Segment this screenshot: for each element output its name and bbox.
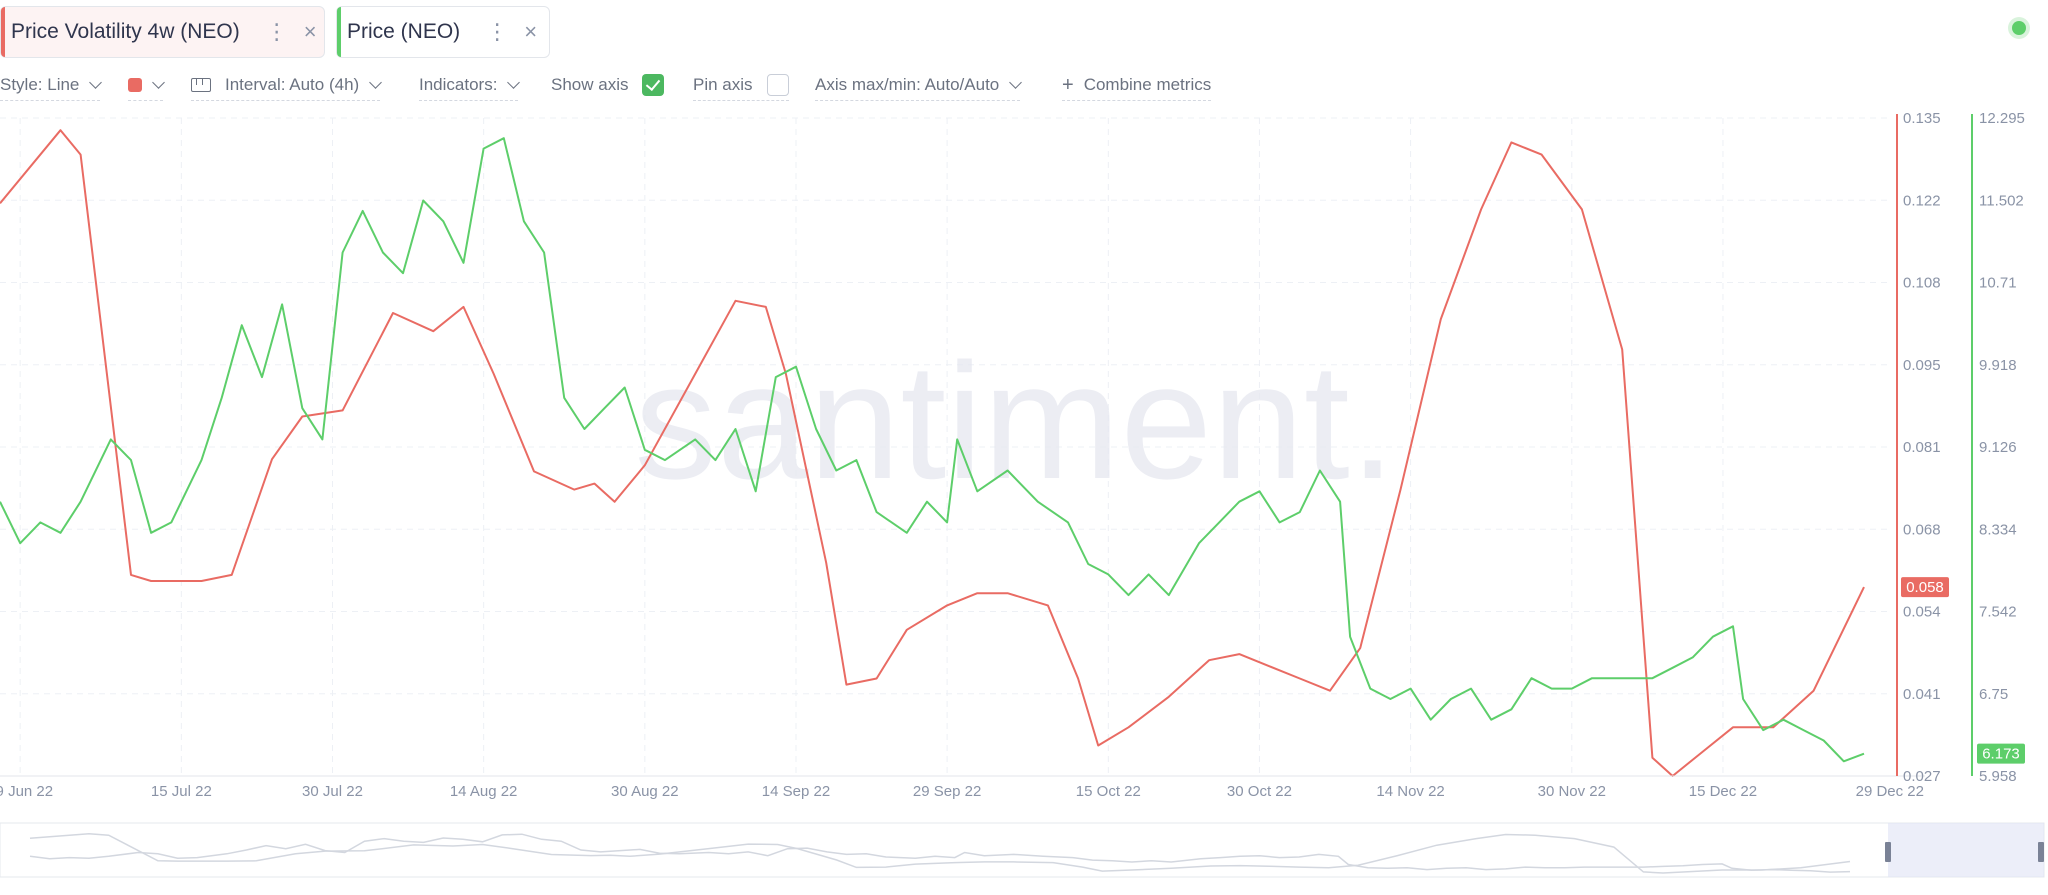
navigator-frame — [0, 822, 2045, 878]
show-axis-label: Show axis — [551, 75, 629, 94]
x-tick-label: 15 Jul 22 — [151, 783, 212, 800]
x-tick-label: 15 Dec 22 — [1689, 783, 1757, 800]
volatility-tick-label: 0.122 — [1903, 192, 1941, 209]
badge-value: 6.173 — [1982, 746, 2020, 763]
x-tick-label: 14 Nov 22 — [1376, 783, 1444, 800]
pin-axis-toggle[interactable]: Pin axis — [693, 70, 789, 101]
x-tick-label: 30 Nov 22 — [1538, 783, 1606, 800]
volatility-series-line — [0, 129, 1865, 777]
color-dropdown[interactable] — [128, 70, 165, 101]
price-tick-label: 9.918 — [1979, 357, 2017, 374]
indicators-label: Indicators: — [419, 75, 498, 94]
volatility-tick-label: 0.108 — [1903, 275, 1941, 292]
style-label: Style: Line — [0, 75, 80, 94]
indicators-dropdown[interactable]: Indicators: — [419, 70, 521, 101]
tab-label: Price Volatility 4w (NEO) — [11, 20, 240, 43]
show-axis-toggle[interactable]: Show axis — [551, 70, 665, 100]
status-indicator — [2012, 21, 2026, 35]
volatility-last-value-badge: 0.058 — [1901, 577, 1949, 598]
volatility-tick-label: 0.081 — [1903, 439, 1941, 456]
navigator-price-line — [29, 833, 1851, 873]
x-tick-label: 14 Sep 22 — [762, 783, 830, 800]
combine-metrics-button[interactable]: + Combine metrics — [1062, 70, 1212, 101]
x-tick-label: 30 Aug 22 — [611, 783, 679, 800]
x-tick-label: 30 Jul 22 — [302, 783, 363, 800]
badge-value: 0.058 — [1906, 579, 1944, 596]
x-tick-label: 30 Oct 22 — [1227, 783, 1292, 800]
volatility-tick-label: 0.068 — [1903, 521, 1941, 538]
x-tick-label: 15 Oct 22 — [1076, 783, 1141, 800]
navigator-right-handle[interactable] — [2038, 842, 2044, 862]
range-navigator[interactable] — [0, 822, 2045, 878]
price-tick-label: 6.75 — [1979, 686, 2008, 703]
tab-color-bar — [337, 7, 341, 57]
price-tick-label: 8.334 — [1979, 521, 2017, 538]
pin-axis-label: Pin axis — [693, 75, 753, 94]
price-tick-label: 12.295 — [1979, 110, 2025, 127]
navigator-left-handle[interactable] — [1885, 842, 1891, 862]
price-tick-label: 10.71 — [1979, 275, 2017, 292]
x-tick-label: 14 Aug 22 — [450, 783, 518, 800]
color-swatch — [128, 78, 142, 92]
navigator-volatility-line — [29, 832, 1851, 874]
ruler-icon — [191, 78, 211, 92]
axes: 29 Jun 22 15 Jul 22 30 Jul 22 14 Aug 22 30 A… — [0, 110, 2025, 800]
volatility-tick-label: 0.027 — [1903, 768, 1941, 785]
watermark: santiment. — [634, 329, 1395, 513]
badge-background — [1977, 743, 2025, 764]
interval-dropdown[interactable]: Interval: Auto (4h) — [191, 70, 383, 101]
x-tick-label: 29 Sep 22 — [913, 783, 981, 800]
price-last-value-badge: 6.173 — [1977, 743, 2025, 764]
tab-color-bar — [1, 7, 5, 57]
price-tick-label: 11.502 — [1979, 192, 2024, 209]
plus-icon: + — [1062, 73, 1074, 96]
tab-price-volatility[interactable]: Price Volatility 4w (NEO) ⋮ × — [0, 6, 325, 58]
axis-maxmin-dropdown[interactable]: Axis max/min: Auto/Auto — [815, 70, 1023, 101]
price-tick-label: 7.542 — [1979, 604, 2017, 621]
price-tick-label: 9.126 — [1979, 439, 2017, 456]
navigator-selection — [1888, 823, 2044, 877]
tab-label: Price (NEO) — [347, 20, 461, 43]
volatility-tick-label: 0.054 — [1903, 604, 1941, 621]
close-icon[interactable]: × — [524, 19, 538, 44]
style-dropdown[interactable]: Style: Line — [0, 70, 103, 101]
volatility-tick-label: 0.041 — [1903, 686, 1941, 703]
tab-price[interactable]: Price (NEO) ⋮ × — [336, 6, 550, 58]
x-tick-label: 29 Jun 22 — [0, 783, 53, 800]
badge-background — [1901, 577, 1949, 598]
volatility-tick-label: 0.135 — [1903, 110, 1941, 127]
series-lines — [0, 129, 1865, 777]
combine-label: Combine metrics — [1083, 75, 1212, 94]
close-icon[interactable]: × — [303, 19, 317, 44]
volatility-tick-label: 0.095 — [1903, 357, 1941, 374]
show-axis-checkbox[interactable] — [642, 74, 665, 96]
pin-axis-checkbox[interactable] — [766, 74, 789, 96]
price-series-line — [0, 137, 1865, 763]
more-options-icon[interactable]: ⋮ — [486, 19, 509, 44]
price-tick-label: 5.958 — [1979, 768, 2017, 785]
more-options-icon[interactable]: ⋮ — [265, 19, 288, 44]
axis-maxmin-label: Axis max/min: Auto/Auto — [815, 75, 1000, 94]
x-tick-label: 29 Dec 22 — [1856, 783, 1924, 800]
interval-label: Interval: Auto (4h) — [225, 75, 360, 94]
